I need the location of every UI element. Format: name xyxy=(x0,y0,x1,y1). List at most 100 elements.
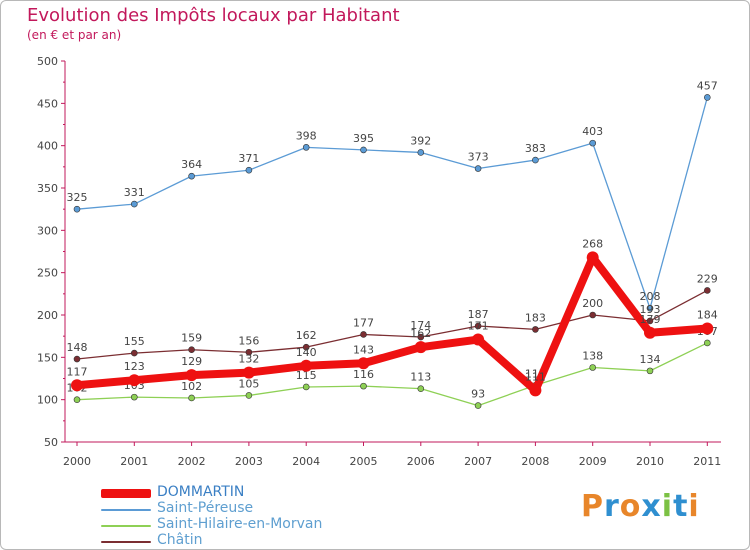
data-point-saint-hilaire-en-morvan xyxy=(245,392,253,399)
chart-subtitle: (en € et par an) xyxy=(27,28,122,42)
data-label-chatin: 159 xyxy=(181,332,202,345)
data-point-dommartin xyxy=(357,357,370,370)
data-point-saint-pereuse xyxy=(474,165,482,172)
series-line-chatin xyxy=(76,289,708,360)
y-tick-label: 300 xyxy=(37,224,58,237)
data-label-saint-pereuse: 373 xyxy=(468,151,489,164)
data-label-saint-hilaire-en-morvan: 116 xyxy=(353,368,374,381)
data-point-dommartin xyxy=(414,341,427,354)
data-point-chatin xyxy=(360,331,367,338)
legend-label: Saint-Péreuse xyxy=(157,500,254,516)
data-label-dommartin: 129 xyxy=(181,355,202,368)
data-label-chatin: 183 xyxy=(525,311,546,324)
y-tick-label: 500 xyxy=(37,55,58,68)
data-point-chatin xyxy=(646,317,654,325)
x-tick-label: 2001 xyxy=(120,455,148,468)
y-tick-label: 100 xyxy=(37,394,58,407)
data-label-chatin: 155 xyxy=(124,335,145,348)
data-point-saint-pereuse xyxy=(188,172,195,180)
y-tick-label: 250 xyxy=(37,267,58,280)
data-label-chatin: 187 xyxy=(468,308,489,321)
legend-label: Châtin xyxy=(157,532,203,548)
data-point-chatin xyxy=(73,355,81,363)
data-point-saint-hilaire-en-morvan xyxy=(302,383,310,391)
data-point-saint-pereuse xyxy=(302,144,310,151)
data-label-chatin: 193 xyxy=(640,303,661,316)
data-point-chatin xyxy=(532,326,539,333)
series-line-dommartin xyxy=(73,253,712,395)
logo-letter: P xyxy=(581,489,604,524)
data-label-saint-pereuse: 364 xyxy=(181,158,202,171)
data-point-dommartin xyxy=(586,251,599,264)
legend-label: DOMMARTIN xyxy=(157,484,245,500)
data-point-chatin xyxy=(417,333,425,341)
data-point-saint-pereuse xyxy=(532,156,539,164)
data-point-dommartin xyxy=(644,326,656,339)
x-tick-label: 2009 xyxy=(579,455,607,468)
data-label-dommartin: 123 xyxy=(124,360,145,373)
data-label-chatin: 162 xyxy=(296,329,317,342)
y-tick-label: 50 xyxy=(44,436,58,449)
data-point-dommartin xyxy=(300,359,313,372)
data-point-saint-hilaire-en-morvan xyxy=(589,364,597,371)
data-label-chatin: 200 xyxy=(582,297,603,310)
data-point-dommartin xyxy=(71,379,83,392)
data-point-chatin xyxy=(703,287,711,294)
series-line-saint-pereuse xyxy=(76,96,708,309)
logo-letter: t xyxy=(673,489,689,524)
data-point-chatin xyxy=(302,343,310,351)
y-tick-label: 450 xyxy=(37,97,58,110)
data-label-dommartin: 184 xyxy=(697,309,718,322)
data-label-saint-hilaire-en-morvan: 113 xyxy=(410,371,431,384)
chart-title: Evolution des Impôts locaux par Habitant xyxy=(27,5,400,26)
data-point-saint-hilaire-en-morvan xyxy=(474,402,482,409)
x-tick-label: 2003 xyxy=(235,455,263,468)
data-label-saint-hilaire-en-morvan: 134 xyxy=(640,353,661,366)
data-point-chatin xyxy=(245,348,253,356)
x-tick-label: 2007 xyxy=(464,455,492,468)
data-point-saint-hilaire-en-morvan xyxy=(417,385,425,392)
y-tick-label: 200 xyxy=(37,309,58,322)
data-point-dommartin xyxy=(185,369,198,382)
legend-swatch xyxy=(101,509,151,511)
data-label-saint-pereuse: 395 xyxy=(353,132,374,145)
logo-letter: o xyxy=(619,489,642,524)
logo-letter: i xyxy=(688,489,700,524)
data-label-dommartin: 132 xyxy=(238,353,259,366)
legend-label: Saint-Hilaire-en-Morvan xyxy=(157,516,323,532)
data-point-saint-pereuse xyxy=(417,149,425,156)
logo-letter: x xyxy=(641,489,662,524)
data-label-chatin: 156 xyxy=(238,334,259,347)
x-tick-label: 2011 xyxy=(693,455,721,468)
data-point-chatin xyxy=(188,346,195,354)
legend-swatch xyxy=(101,489,151,498)
data-point-saint-hilaire-en-morvan xyxy=(131,393,138,401)
legend-swatch xyxy=(101,541,151,543)
data-label-saint-hilaire-en-morvan: 105 xyxy=(238,377,259,390)
data-point-saint-pereuse xyxy=(703,94,711,101)
logo-letter: r xyxy=(604,489,620,524)
data-label-dommartin: 268 xyxy=(582,237,603,250)
data-point-dommartin xyxy=(472,333,485,346)
logo-letter: i xyxy=(661,489,674,524)
y-tick-label: 350 xyxy=(37,182,58,195)
data-point-saint-pereuse xyxy=(646,304,654,312)
x-tick-label: 2006 xyxy=(407,455,435,468)
data-label-dommartin: 171 xyxy=(468,320,489,333)
data-label-saint-hilaire-en-morvan: 102 xyxy=(181,380,202,393)
data-point-chatin xyxy=(474,322,482,330)
data-point-chatin xyxy=(589,311,597,319)
data-point-saint-hilaire-en-morvan xyxy=(703,339,711,347)
data-point-saint-pereuse xyxy=(360,146,367,154)
data-label-dommartin: 117 xyxy=(67,365,88,378)
data-label-saint-hilaire-en-morvan: 115 xyxy=(296,369,317,382)
data-label-chatin: 229 xyxy=(697,272,718,285)
x-tick-label: 2008 xyxy=(521,455,549,468)
data-label-saint-pereuse: 371 xyxy=(238,152,259,165)
data-point-saint-pereuse xyxy=(245,166,253,174)
data-label-saint-pereuse: 403 xyxy=(582,125,603,138)
data-point-saint-hilaire-en-morvan xyxy=(188,394,195,402)
data-label-saint-hilaire-en-morvan: 138 xyxy=(582,349,603,362)
